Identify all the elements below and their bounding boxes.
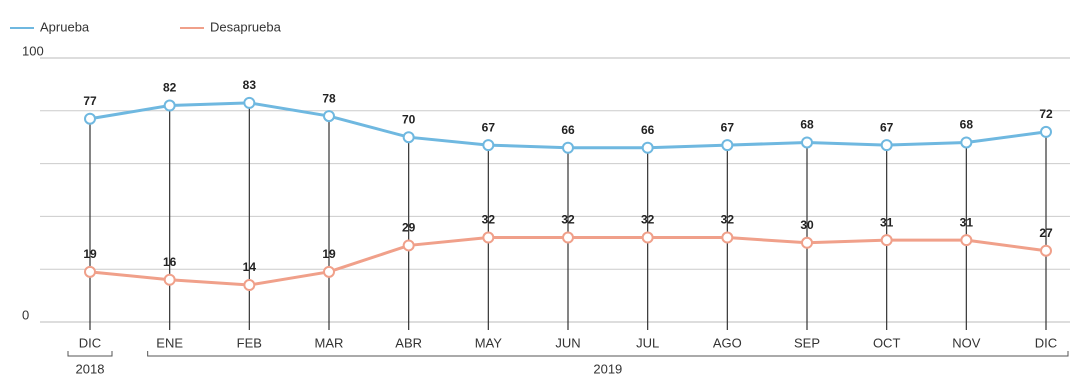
legend-label: Desaprueba [210,19,282,34]
x-tick-label: ENE [156,335,183,350]
point [163,273,176,286]
value-label: 67 [880,120,894,134]
group-brace [147,351,1069,357]
point [243,96,256,109]
x-tick-label: JUL [636,335,659,350]
y-tick-label: 0 [22,307,29,322]
point [960,136,973,149]
point [721,139,734,152]
point [163,99,176,112]
legend-label: Aprueba [40,19,90,34]
x-tick-label: MAY [475,335,503,350]
point [482,139,495,152]
x-tick-label: FEB [237,335,262,350]
value-label: 31 [880,215,894,229]
point [323,110,335,123]
point [641,141,654,154]
x-tick-label: ABR [395,335,422,350]
point [801,136,813,149]
value-label: 14 [243,260,257,274]
point [801,236,813,249]
value-label: 27 [1039,226,1053,240]
point [402,239,415,252]
x-tick-label: DIC [1035,335,1057,350]
point [1040,244,1052,257]
value-label: 30 [800,218,814,232]
value-label: 32 [561,213,575,227]
point [562,141,574,154]
value-label: 77 [83,94,97,108]
value-label: 70 [402,112,416,126]
value-label: 72 [1039,107,1053,121]
value-label: 31 [960,215,974,229]
value-label: 66 [641,123,655,137]
group-label: 2018 [76,361,105,376]
value-label: 32 [641,213,655,227]
y-tick-label: 100 [22,43,44,58]
value-label: 32 [482,213,496,227]
point [880,139,893,152]
group-brace [67,351,113,357]
point [960,234,973,247]
point [1040,125,1052,138]
point [323,265,335,278]
x-tick-label: NOV [952,335,981,350]
value-label: 68 [960,118,974,132]
value-label: 19 [322,247,336,261]
value-label: 68 [800,118,814,132]
point [880,234,893,247]
value-label: 67 [482,120,496,134]
point [641,231,654,244]
value-label: 82 [163,81,177,95]
x-tick-label: MAR [315,335,344,350]
group-label: 2019 [593,361,622,376]
point [84,112,96,125]
point [721,231,734,244]
value-label: 66 [561,123,575,137]
x-tick-label: OCT [873,335,901,350]
value-label: 78 [322,91,336,105]
point [482,231,495,244]
x-tick-label: SEP [794,335,820,350]
x-tick-label: AGO [713,335,742,350]
value-label: 16 [163,255,177,269]
point [243,279,256,292]
point [84,265,96,278]
value-label: 67 [721,120,735,134]
point [402,131,415,144]
value-label: 32 [721,213,735,227]
x-tick-label: JUN [555,335,580,350]
value-label: 83 [243,78,257,92]
point [562,231,574,244]
x-tick-label: DIC [79,335,101,350]
value-label: 19 [83,247,97,261]
value-label: 29 [402,221,416,235]
